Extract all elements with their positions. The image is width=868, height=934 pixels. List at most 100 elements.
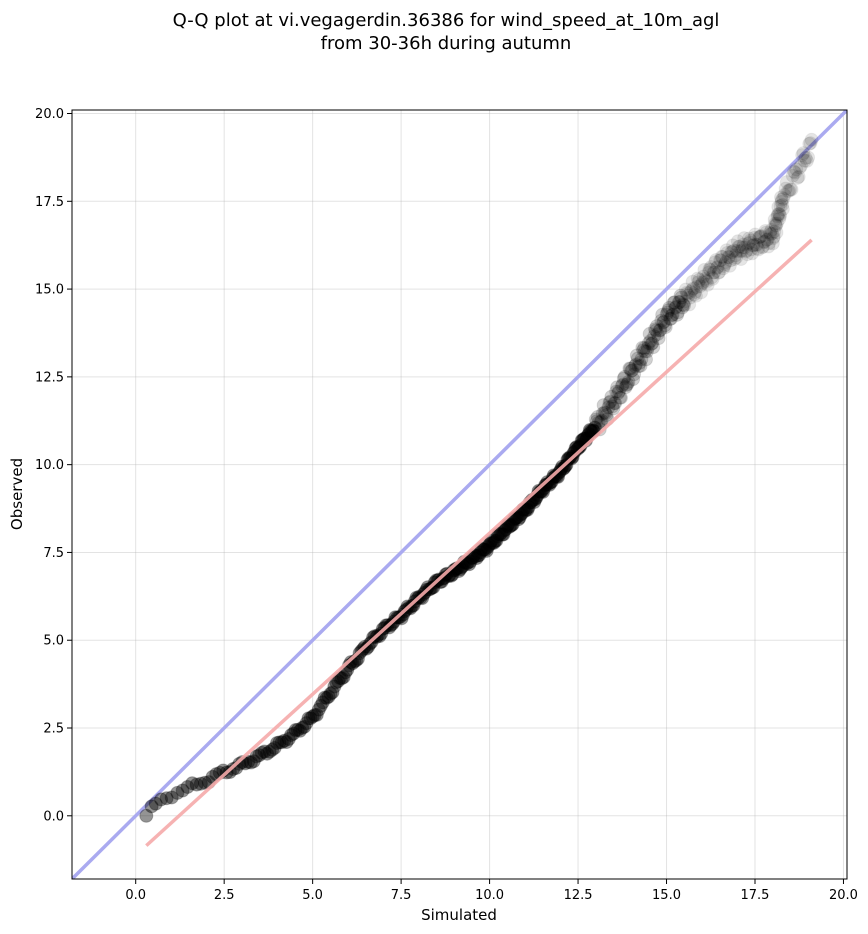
data-point	[702, 262, 717, 277]
data-point	[453, 562, 468, 577]
data-point	[757, 234, 772, 249]
data-point	[779, 175, 794, 190]
data-point	[796, 146, 811, 161]
data-point	[594, 413, 609, 428]
data-point	[707, 265, 722, 280]
data-point	[288, 723, 303, 738]
data-point	[751, 242, 766, 257]
data-point	[687, 287, 702, 302]
data-point	[496, 527, 511, 542]
y-tick-label: 12.5	[35, 370, 64, 385]
data-point	[635, 340, 650, 355]
data-point	[597, 405, 612, 420]
data-point	[767, 224, 782, 239]
data-point	[736, 237, 751, 252]
data-point	[648, 322, 663, 337]
data-point	[755, 240, 770, 255]
x-axis-label: Simulated	[421, 906, 497, 924]
data-point	[323, 686, 338, 701]
data-point	[766, 231, 781, 246]
data-point	[469, 551, 484, 566]
data-point	[754, 228, 769, 243]
data-point	[591, 415, 606, 430]
data-point	[643, 333, 658, 348]
data-point	[659, 307, 674, 322]
data-point	[303, 711, 318, 726]
x-axis-ticks: 0.0 2.5 5.0 7.5 10.0 12.5 15.0 17.5 20.0	[125, 879, 858, 903]
data-point	[623, 361, 638, 376]
data-point	[746, 238, 761, 253]
data-point	[686, 281, 701, 296]
data-point	[705, 271, 720, 286]
data-point	[734, 243, 749, 258]
data-point	[460, 555, 475, 570]
data-point	[277, 733, 292, 748]
data-point	[301, 711, 316, 726]
data-point	[519, 502, 534, 517]
data-point	[747, 230, 762, 245]
data-point	[782, 183, 797, 198]
data-point	[729, 250, 744, 265]
data-point	[593, 415, 608, 430]
data-point	[797, 153, 812, 168]
data-point	[175, 783, 190, 798]
data-point	[697, 262, 712, 277]
data-point	[683, 284, 698, 299]
data-point	[718, 255, 733, 270]
data-point	[765, 236, 780, 251]
data-point	[720, 245, 735, 260]
data-point	[631, 359, 646, 374]
data-point	[627, 367, 642, 382]
data-point	[502, 519, 517, 534]
data-point	[655, 307, 670, 322]
data-point	[699, 273, 714, 288]
data-point	[743, 233, 758, 248]
data-point	[803, 136, 818, 151]
data-point	[784, 182, 799, 197]
data-point	[488, 534, 503, 549]
data-point	[650, 327, 665, 342]
data-point	[241, 754, 256, 769]
data-point	[765, 226, 780, 241]
data-point	[596, 398, 611, 413]
data-point	[321, 689, 336, 704]
data-point	[653, 322, 668, 337]
data-point	[748, 227, 763, 242]
data-point	[721, 250, 736, 265]
data-point	[753, 229, 768, 244]
data-point	[315, 695, 330, 710]
data-point	[766, 229, 781, 244]
fit-line-group	[145, 238, 813, 847]
data-point	[604, 389, 619, 404]
data-point	[614, 378, 629, 393]
data-point	[622, 361, 637, 376]
data-point	[361, 639, 376, 654]
data-point	[556, 461, 571, 476]
data-point	[514, 506, 529, 521]
y-axis-ticks: 0.0 2.5 5.0 7.5 10.0 12.5 15.0 17.5 20.0	[35, 107, 72, 824]
data-point	[750, 241, 765, 256]
data-point	[327, 679, 342, 694]
data-point	[403, 601, 418, 616]
data-point	[716, 261, 731, 276]
data-point	[630, 351, 645, 366]
data-point	[272, 735, 287, 750]
data-point	[774, 194, 789, 209]
data-point	[752, 229, 767, 244]
data-point	[299, 716, 314, 731]
data-point	[605, 399, 620, 414]
data-point	[607, 396, 622, 411]
data-point	[297, 719, 312, 734]
data-point	[647, 329, 662, 344]
data-point	[790, 170, 805, 185]
data-point	[668, 300, 683, 315]
data-point	[773, 208, 788, 223]
data-point	[603, 394, 618, 409]
data-point	[724, 245, 739, 260]
data-point	[752, 230, 767, 245]
data-point	[726, 243, 741, 258]
data-point	[704, 270, 719, 285]
data-point	[663, 311, 678, 326]
data-point	[713, 253, 728, 268]
